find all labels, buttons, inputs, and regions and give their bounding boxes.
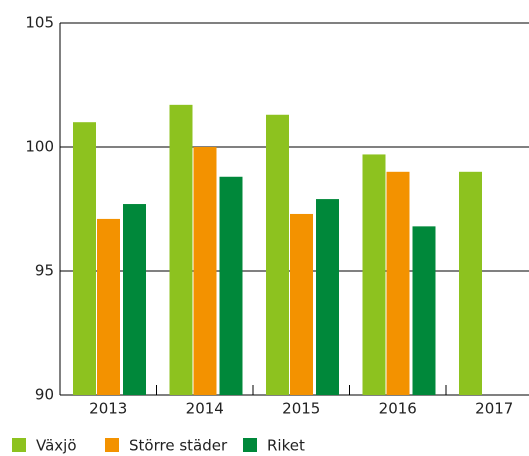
x-tick-label: 2014 (186, 400, 224, 418)
bar (290, 213, 313, 395)
legend-swatch (12, 438, 26, 452)
bar (97, 218, 120, 395)
bar (123, 204, 146, 395)
legend-label: Riket (267, 437, 305, 455)
x-tick-label: 2016 (379, 400, 417, 418)
y-tick-label: 95 (35, 262, 54, 280)
x-tick-label: 2013 (89, 400, 127, 418)
legend-swatch (105, 438, 119, 452)
y-tick-label: 100 (25, 138, 54, 156)
bar (266, 114, 289, 395)
legend-label: Större städer (129, 437, 228, 455)
y-tick-label: 90 (35, 386, 54, 404)
bar (169, 104, 193, 395)
x-tick-label: 2015 (282, 400, 320, 418)
legend-label: Växjö (36, 437, 77, 455)
y-tick-label: 105 (25, 14, 54, 32)
bar (386, 171, 410, 395)
bar (459, 171, 482, 395)
bar (73, 122, 96, 395)
bar (316, 199, 339, 395)
bar (219, 176, 243, 395)
bar (362, 154, 386, 395)
bar (412, 226, 436, 395)
x-tick-label: 2017 (475, 400, 513, 418)
legend-swatch (243, 438, 257, 452)
bar (193, 147, 217, 395)
